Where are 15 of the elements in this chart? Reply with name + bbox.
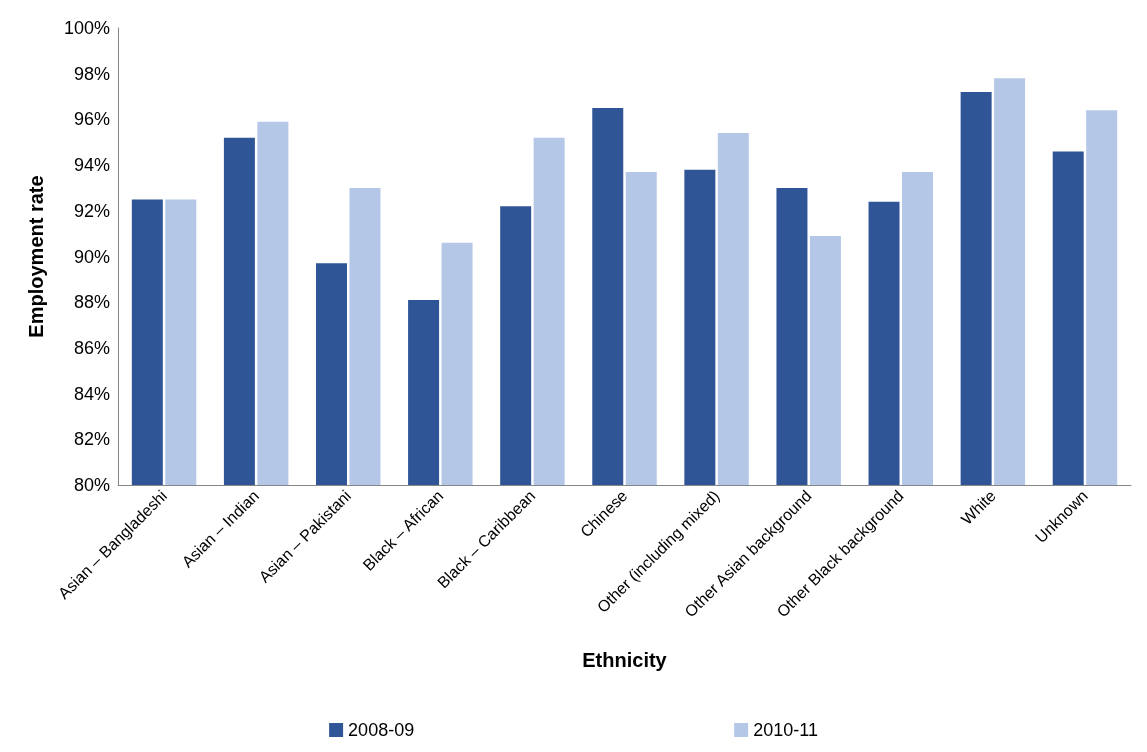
y-tick-label: 88% <box>73 292 110 313</box>
y-tick-label: 98% <box>73 63 110 84</box>
x-axis-title: Ethnicity <box>582 649 668 671</box>
y-tick-label: 82% <box>73 429 110 450</box>
y-axis-title: Employment rate <box>25 175 47 338</box>
y-tick-label: 100% <box>63 18 110 38</box>
y-tick-label: 84% <box>73 383 110 404</box>
y-tick-label: 90% <box>73 246 110 267</box>
y-tick-label: 80% <box>73 475 110 495</box>
y-tick-label: 86% <box>73 337 110 358</box>
legend-label: 2010-11 <box>753 720 818 740</box>
legend-label: 2008-09 <box>348 720 415 740</box>
y-tick-label: 96% <box>73 109 110 130</box>
y-tick-label: 94% <box>73 155 110 176</box>
y-tick-label: 92% <box>73 200 110 221</box>
